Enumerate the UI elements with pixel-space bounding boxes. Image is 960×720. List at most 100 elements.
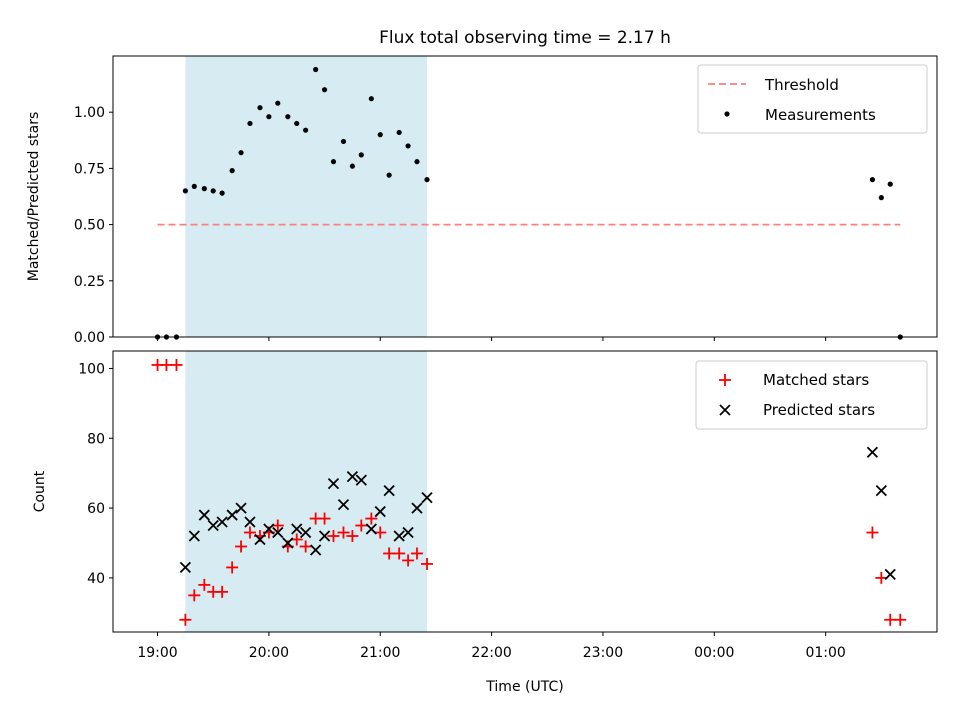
legend-measurements-swatch: [724, 111, 730, 117]
legend-measurements-label: Measurements: [765, 106, 876, 124]
predicted-star-point: [226, 509, 238, 521]
predicted-star-point: [421, 491, 433, 504]
measurement-point: [191, 183, 197, 189]
predicted-star-point: [402, 526, 414, 539]
matched-star-point: [235, 540, 248, 553]
predicted-star-point: [198, 509, 210, 521]
predicted-star-point: [244, 516, 256, 528]
predicted-star-point: [383, 484, 395, 497]
matched-star-point: [243, 526, 256, 539]
matched-star-point: [884, 613, 897, 626]
predicted-star-point: [291, 523, 303, 535]
y-tick-label: 0.50: [74, 218, 105, 234]
matched-star-point: [337, 526, 350, 539]
predicted-star-point: [310, 544, 322, 556]
predicted-star-point: [875, 484, 887, 497]
predicted-star-point: [337, 498, 350, 511]
predicted-star-point: [355, 474, 367, 486]
matched-star-point: [226, 561, 239, 574]
measurement-point: [275, 100, 281, 106]
y-tick-label: 100: [78, 361, 105, 377]
measurement-point: [229, 168, 235, 174]
measurement-point: [358, 152, 364, 158]
x-axis-label: Time (UTC): [485, 679, 563, 695]
matched-star-point: [160, 358, 173, 371]
matched-star-point: [393, 547, 406, 560]
matched-star-point: [290, 533, 303, 546]
matched-star-point: [318, 512, 331, 525]
predicted-star-point: [346, 471, 359, 483]
matched-star-point: [875, 571, 888, 584]
measurement-point: [330, 159, 337, 165]
x-tick-label: 22:00: [471, 645, 511, 661]
measurement-point: [396, 129, 402, 136]
matched-star-point: [188, 589, 201, 602]
matched-star-point: [410, 547, 423, 560]
measurement-point: [878, 195, 884, 201]
top-y-axis-label: Matched/Predicted stars: [26, 112, 42, 282]
measurement-point: [238, 150, 244, 156]
predicted-star-point: [254, 533, 266, 546]
predicted-star-point: [318, 530, 331, 542]
predicted-star-point: [374, 505, 386, 518]
x-tick-label: 20:00: [249, 645, 289, 661]
figure-title: Flux total observing time = 2.17 h: [379, 28, 671, 48]
x-tick-label: 00:00: [694, 645, 734, 661]
matched-star-point: [346, 530, 359, 543]
measurement-point: [257, 105, 263, 111]
predicted-star-point: [179, 561, 192, 574]
legend-matched-label: Matched stars: [763, 371, 869, 389]
measurement-point: [182, 188, 188, 194]
measurement-point: [349, 163, 356, 169]
matched-star-point: [355, 519, 368, 532]
predicted-star-point: [866, 446, 879, 458]
matched-star-point: [299, 540, 312, 553]
y-tick-label: 40: [87, 571, 105, 587]
matched-star-point: [327, 530, 340, 543]
bottom-axes-frame: [112, 350, 938, 633]
measurement-point: [201, 186, 207, 192]
matched-star-point: [216, 585, 229, 598]
measurement-point: [210, 188, 216, 194]
matched-star-point: [179, 613, 192, 626]
predicted-star-point: [263, 523, 275, 535]
measurement-point: [405, 143, 411, 149]
matched-star-point: [198, 578, 211, 591]
predicted-star-point: [411, 502, 423, 514]
matched-star-point: [894, 613, 907, 626]
matched-star-point: [271, 519, 284, 532]
bottom-highlight-span: [185, 351, 428, 632]
x-tick-label: 21:00: [360, 645, 400, 661]
x-tick-label: 01:00: [805, 645, 845, 661]
measurement-point: [285, 114, 291, 120]
top-axes-frame: [112, 55, 938, 338]
predicted-star-point: [188, 530, 200, 542]
bottom-legend: Matched stars Predicted stars: [695, 360, 928, 430]
measurement-point: [219, 190, 225, 196]
matched-star-point: [374, 526, 387, 539]
x-tick-label: 23:00: [583, 645, 623, 661]
bottom-x-ticks: 19:00 20:00 21:00 22:00 23:00 00:00 01:00: [137, 632, 846, 661]
bottom-y-axis-label: Count: [32, 470, 48, 512]
measurement-point: [424, 177, 430, 183]
predicted-star-point: [235, 502, 247, 514]
measurement-point: [266, 114, 272, 120]
matched-star-point: [383, 547, 396, 560]
bottom-marks: [151, 358, 907, 626]
predicted-star-point: [393, 530, 405, 542]
matched-star-point: [365, 512, 378, 525]
measurement-point: [321, 87, 328, 93]
y-tick-label: 0.75: [74, 161, 105, 177]
top-highlight-span: [185, 56, 428, 337]
measurement-point: [386, 172, 392, 178]
y-tick-label: 0.25: [74, 274, 105, 290]
x-tick-label: 19:00: [137, 645, 177, 661]
top-panel: 0.00 0.25 0.50 0.75 1.00 Matched/Predicted s…: [26, 55, 938, 346]
measurement-point: [303, 127, 309, 133]
top-y-ticks: 0.00 0.25 0.50 0.75 1.00: [74, 105, 113, 346]
y-tick-label: 1.00: [74, 105, 105, 121]
top-x-ticks: [157, 337, 827, 341]
top-marks: [154, 66, 903, 340]
predicted-star-point: [282, 537, 294, 549]
